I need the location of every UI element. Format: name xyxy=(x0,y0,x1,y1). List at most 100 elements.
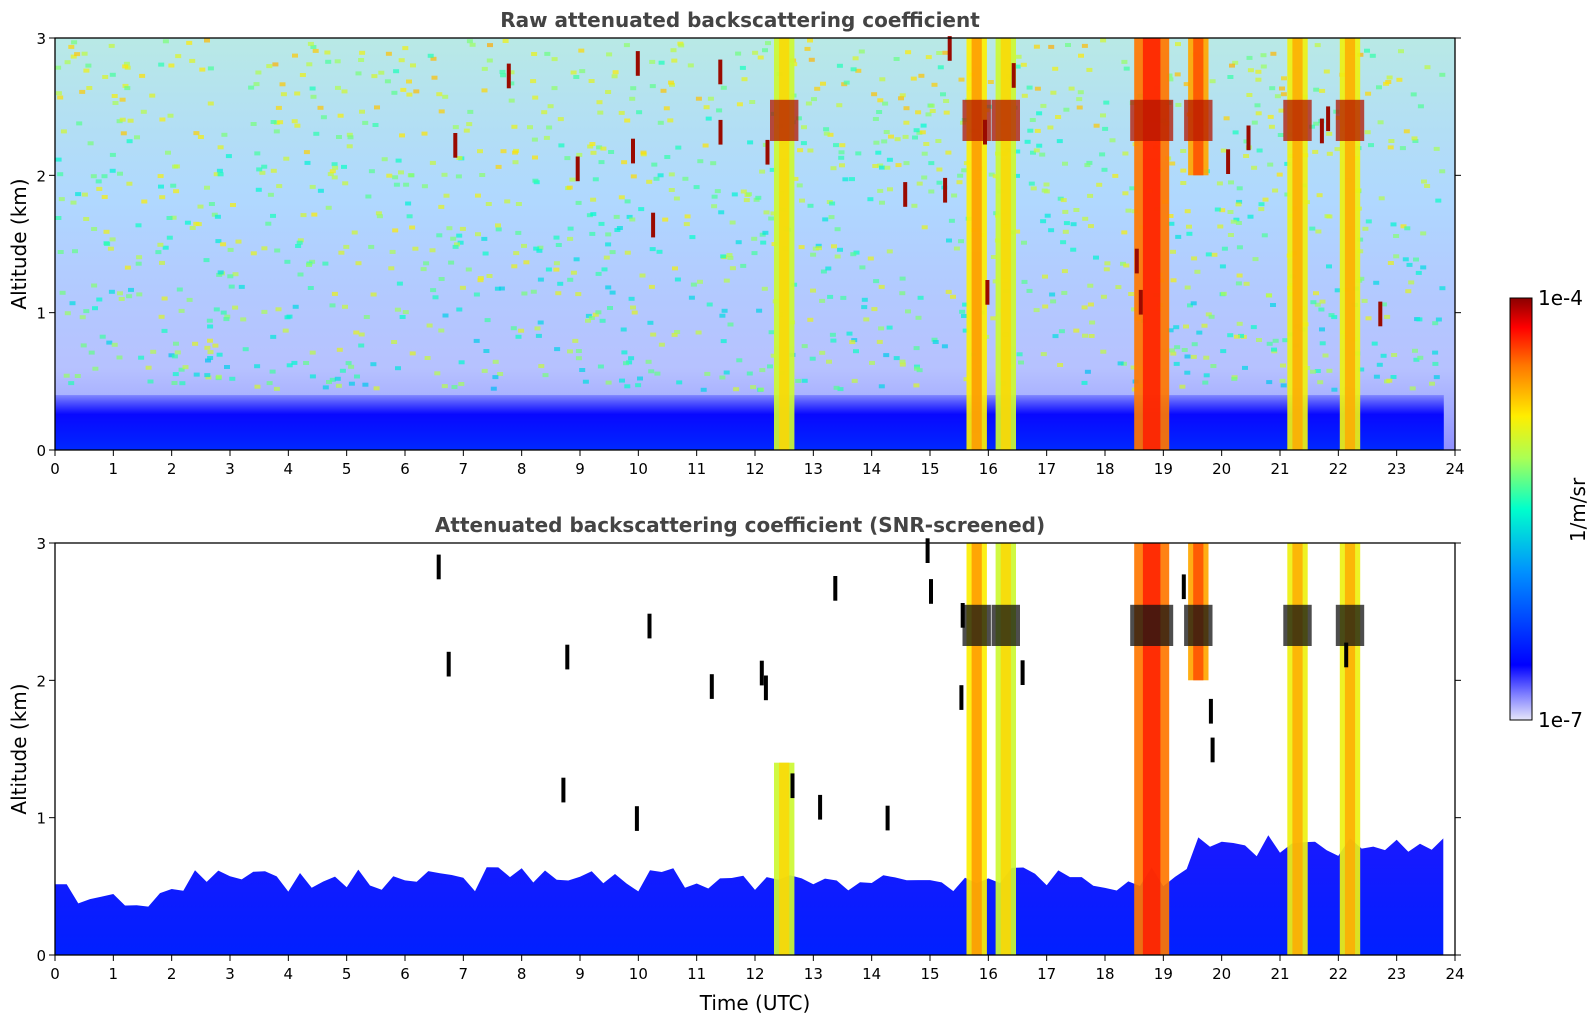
noise-speck xyxy=(751,236,758,241)
noise-speck xyxy=(558,143,565,148)
noise-speck xyxy=(902,134,909,139)
noise-speck xyxy=(438,277,445,281)
noise-speck xyxy=(204,38,210,43)
noise-speck xyxy=(1270,303,1276,307)
noise-speck xyxy=(396,281,403,286)
noise-speck xyxy=(1424,65,1431,70)
noise-speck xyxy=(76,121,83,126)
cloud-streak xyxy=(1246,125,1251,151)
noise-speck xyxy=(1281,76,1287,81)
noise-speck xyxy=(1409,386,1416,391)
noise-speck xyxy=(57,250,64,254)
noise-speck xyxy=(238,284,245,289)
noise-speck xyxy=(1167,328,1174,333)
noise-speck xyxy=(127,118,134,123)
noise-speck xyxy=(240,317,247,322)
noise-speck xyxy=(336,347,343,352)
noise-speck xyxy=(1087,224,1094,229)
noise-speck xyxy=(573,75,580,79)
x-tick-label: 9 xyxy=(575,965,585,983)
x-tick-label: 2 xyxy=(167,965,177,983)
noise-speck xyxy=(1130,365,1137,370)
noise-speck xyxy=(636,110,643,115)
noise-speck xyxy=(492,359,499,364)
noise-speck xyxy=(272,62,279,67)
noise-speck xyxy=(85,63,92,68)
noise-speck xyxy=(759,368,766,373)
noise-speck xyxy=(1061,290,1068,295)
noise-speck xyxy=(55,65,62,70)
noise-speck xyxy=(111,94,118,98)
noise-speck xyxy=(959,309,966,314)
noise-speck xyxy=(438,204,445,209)
noise-speck xyxy=(212,343,219,348)
noise-speck xyxy=(220,310,227,315)
noise-speck xyxy=(1251,165,1258,170)
noise-speck xyxy=(166,235,173,240)
noise-speck xyxy=(147,379,154,384)
noise-speck xyxy=(916,130,923,135)
noise-speck xyxy=(275,105,282,110)
x-tick-label: 11 xyxy=(687,460,706,478)
noise-speck xyxy=(736,358,743,363)
noise-speck xyxy=(660,88,667,93)
noise-speck xyxy=(1235,281,1242,286)
noise-speck xyxy=(689,235,696,240)
noise-speck xyxy=(294,123,301,128)
noise-speck xyxy=(618,110,625,115)
noise-speck xyxy=(176,287,183,292)
noise-speck xyxy=(795,116,802,121)
noise-speck xyxy=(498,286,505,291)
noise-speck xyxy=(469,42,476,47)
noise-speck xyxy=(639,273,646,278)
noise-speck xyxy=(1034,128,1041,133)
noise-speck xyxy=(1129,186,1136,191)
noise-speck xyxy=(108,289,115,294)
noise-speck xyxy=(255,187,262,192)
noise-speck xyxy=(197,135,204,139)
noise-speck xyxy=(1439,72,1446,77)
noise-speck xyxy=(575,292,582,297)
cloud-top xyxy=(1130,604,1174,646)
noise-speck xyxy=(291,119,298,124)
noise-speck xyxy=(1063,221,1070,226)
noise-speck xyxy=(412,246,419,251)
noise-speck xyxy=(441,384,448,389)
noise-speck xyxy=(988,172,995,177)
noise-speck xyxy=(605,285,612,290)
noise-speck xyxy=(801,378,808,383)
noise-speck xyxy=(1062,209,1069,214)
noise-speck xyxy=(884,165,891,170)
noise-speck xyxy=(486,58,493,63)
noise-speck xyxy=(849,177,855,182)
cloud-streak xyxy=(947,36,952,61)
noise-speck xyxy=(296,240,303,245)
noise-speck xyxy=(899,276,906,281)
noise-speck xyxy=(810,288,816,293)
noise-speck xyxy=(1266,293,1273,298)
noise-speck xyxy=(873,279,880,284)
noise-speck xyxy=(1364,130,1371,135)
noise-speck xyxy=(405,201,412,206)
noise-speck xyxy=(372,123,379,127)
noise-speck xyxy=(1313,87,1320,92)
noise-speck xyxy=(158,184,164,189)
noise-speck xyxy=(607,306,613,310)
noise-speck xyxy=(575,356,582,361)
noise-speck xyxy=(1103,100,1110,105)
x-tick-label: 14 xyxy=(862,460,881,478)
noise-speck xyxy=(861,305,868,310)
noise-speck xyxy=(284,315,291,320)
noise-speck xyxy=(831,244,837,249)
cloud-streak xyxy=(565,644,570,670)
noise-speck xyxy=(337,113,344,118)
noise-speck xyxy=(1194,269,1201,274)
noise-speck xyxy=(893,356,900,361)
x-tick-label: 20 xyxy=(1212,965,1231,983)
noise-speck xyxy=(1128,292,1135,296)
noise-speck xyxy=(1314,369,1321,373)
cloud-streak xyxy=(1181,574,1186,600)
noise-speck xyxy=(850,67,857,72)
noise-speck xyxy=(64,60,71,65)
